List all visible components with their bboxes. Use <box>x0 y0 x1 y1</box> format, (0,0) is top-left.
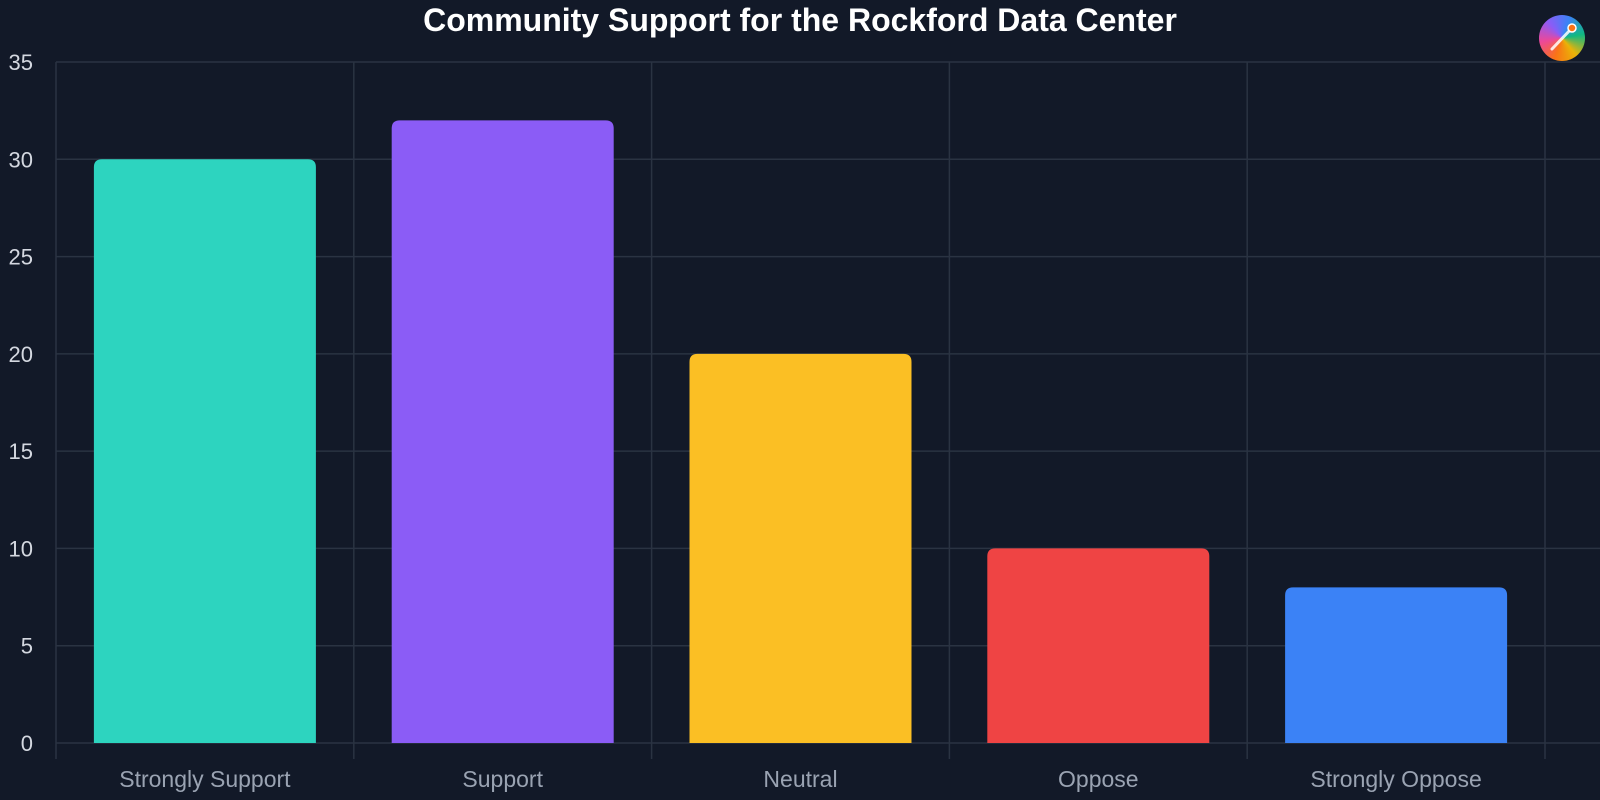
x-tick-label: Support <box>462 766 543 792</box>
x-tick-label: Oppose <box>1058 766 1139 792</box>
y-tick-label: 0 <box>21 731 33 756</box>
y-tick-label: 35 <box>9 50 33 75</box>
y-tick-label: 20 <box>9 342 33 367</box>
color-wheel-logo-icon <box>1539 15 1585 61</box>
x-tick-label: Neutral <box>763 766 837 792</box>
x-tick-label: Strongly Oppose <box>1310 766 1481 792</box>
y-tick-label: 25 <box>9 245 33 270</box>
chart-title: Community Support for the Rockford Data … <box>423 2 1177 38</box>
x-tick-label: Strongly Support <box>119 766 291 792</box>
bar-neutral <box>689 353 912 743</box>
y-tick-label: 10 <box>9 536 33 561</box>
y-tick-label: 15 <box>9 439 33 464</box>
y-tick-label: 5 <box>21 634 33 659</box>
bar-strongly-support <box>93 159 316 744</box>
bar-oppose <box>987 548 1210 743</box>
bar-strongly-oppose <box>1285 587 1508 743</box>
y-tick-label: 30 <box>9 147 33 172</box>
bar-support <box>391 120 614 743</box>
